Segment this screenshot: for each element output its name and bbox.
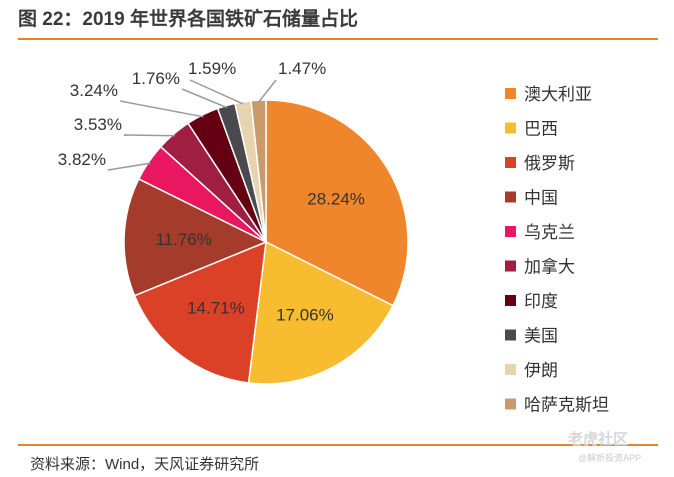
legend-label-4: 乌克兰 xyxy=(524,223,575,242)
leader-line-4 xyxy=(107,162,151,171)
leader-line-5 xyxy=(123,134,175,137)
legend-swatch-0 xyxy=(505,88,516,99)
slice-label-2: 14.71% xyxy=(187,298,245,317)
legend-label-8: 伊朗 xyxy=(524,361,558,380)
legend-swatch-8 xyxy=(505,364,516,375)
title-rule xyxy=(18,38,658,40)
legend-label-2: 俄罗斯 xyxy=(524,154,575,173)
pie-slice-9 xyxy=(250,99,267,243)
source-rule xyxy=(18,444,658,446)
pie-slice-3 xyxy=(123,177,268,297)
pie-slice-0 xyxy=(265,99,409,307)
legend-swatch-7 xyxy=(505,329,516,341)
legend-label-0: 澳大利亚 xyxy=(524,85,592,104)
pie-slice-1 xyxy=(247,240,394,385)
legend-swatch-6 xyxy=(505,295,516,306)
slice-label-8: 1.59% xyxy=(188,59,236,78)
leader-line-9 xyxy=(258,79,277,103)
legend-swatch-1 xyxy=(505,122,516,134)
slice-label-9: 1.47% xyxy=(278,59,326,78)
slice-label-5: 3.53% xyxy=(74,115,122,134)
leader-line-6 xyxy=(119,100,204,118)
legend-label-3: 中国 xyxy=(524,189,558,208)
legend-label-9: 哈萨克斯坦 xyxy=(524,396,609,415)
legend-swatch-4 xyxy=(505,226,516,237)
legend-label-1: 巴西 xyxy=(524,120,558,139)
watermark-brand: 老虎社区 xyxy=(568,431,629,448)
legend-label-6: 印度 xyxy=(524,292,558,311)
slice-label-0: 28.24% xyxy=(307,190,365,209)
figure-title: 图 22：2019 年世界各国铁矿石储量占比 xyxy=(18,9,358,30)
legend-swatch-2 xyxy=(505,157,516,168)
legend-label-5: 加拿大 xyxy=(524,257,575,277)
pie-slice-2 xyxy=(133,240,267,384)
slice-label-1: 17.06% xyxy=(276,306,334,325)
legend-label-7: 美国 xyxy=(524,327,558,346)
slice-label-7: 1.76% xyxy=(132,69,180,88)
leader-line-8 xyxy=(189,79,244,105)
slice-label-4: 3.82% xyxy=(58,150,106,169)
legend-swatch-5 xyxy=(505,260,516,272)
legend-swatch-3 xyxy=(505,191,516,203)
leader-line-7 xyxy=(181,88,228,109)
legend-swatch-9 xyxy=(505,398,516,410)
slice-label-3: 11.76% xyxy=(155,230,211,249)
watermark-sub: @解析投资APP xyxy=(578,453,642,463)
slice-label-6: 3.24% xyxy=(70,81,118,100)
source-note: 资料来源：Wind，天风证券研究所 xyxy=(30,456,260,473)
